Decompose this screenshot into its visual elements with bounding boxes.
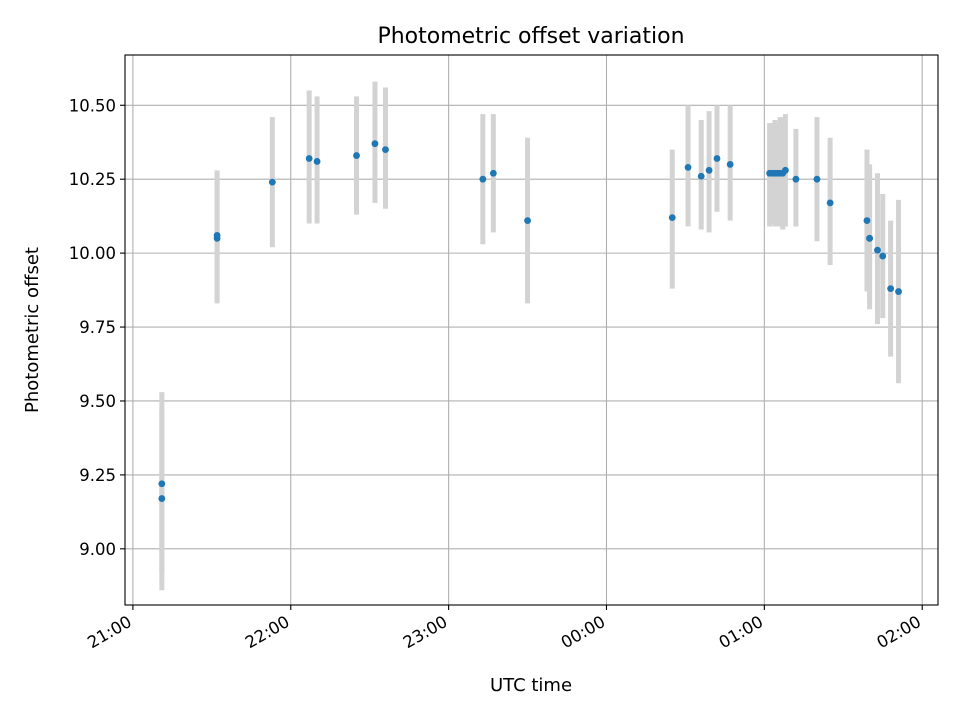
data-point: [479, 175, 487, 183]
data-point: [268, 178, 276, 186]
plot-frame: [124, 54, 939, 606]
data-point: [713, 155, 721, 162]
data-point: [879, 252, 887, 260]
data-point: [726, 161, 734, 168]
data-point: [781, 166, 789, 174]
point-layer: [158, 140, 902, 502]
data-point: [887, 285, 895, 293]
grid-layer: [125, 55, 938, 605]
data-point: [353, 152, 360, 159]
data-point: [489, 169, 497, 177]
y-tick-label: 9.75: [79, 318, 116, 337]
data-point: [684, 163, 692, 171]
data-point: [371, 140, 379, 148]
y-tick-label: 9.25: [79, 466, 116, 485]
data-point: [313, 158, 321, 165]
data-point: [895, 288, 902, 295]
y-tick-label: 9.50: [79, 392, 116, 411]
data-point: [826, 199, 834, 207]
data-point: [863, 217, 871, 224]
y-tick-label: 9.00: [79, 540, 116, 559]
y-axis-ticks: 9.00 9.25 9.50 9.75 10.00 10.25 10.50: [69, 96, 125, 559]
data-point: [524, 217, 531, 224]
y-tick-label: 10.25: [69, 170, 116, 189]
data-point: [382, 146, 389, 154]
data-point: [792, 175, 800, 183]
data-point: [866, 234, 873, 242]
data-point: [305, 155, 313, 162]
x-axis-label: UTC time: [490, 675, 572, 696]
y-tick-label: 10.00: [69, 244, 116, 263]
data-point: [213, 234, 221, 242]
data-point: [668, 214, 676, 222]
data-point: [158, 495, 166, 502]
chart-title: Photometric offset variation: [377, 24, 684, 49]
y-tick-label: 10.50: [69, 96, 116, 115]
data-point: [158, 480, 166, 488]
data-point: [813, 175, 821, 183]
data-point: [874, 246, 881, 254]
data-point: [705, 166, 713, 174]
data-point: [697, 172, 705, 180]
y-axis-label: Photometric offset: [22, 247, 43, 413]
